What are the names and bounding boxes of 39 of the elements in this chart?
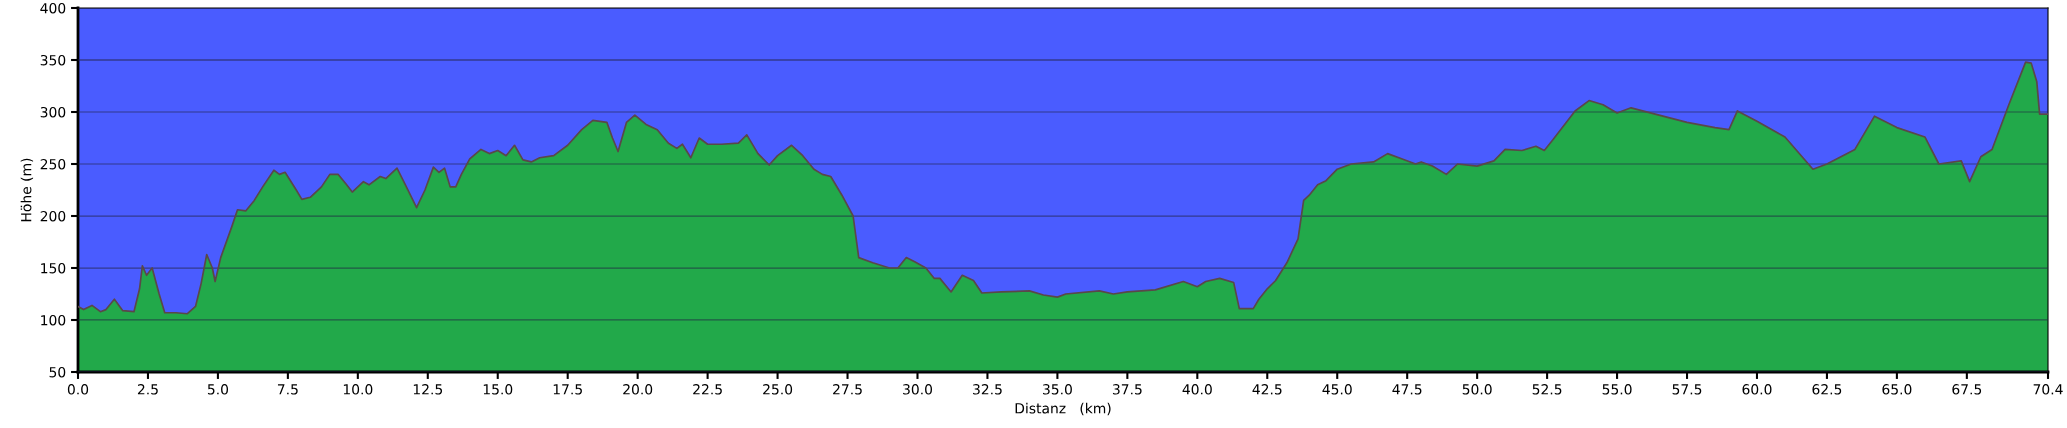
x-tick-label: 27.5 (833, 384, 862, 395)
x-tick-label: 37.5 (1112, 384, 1142, 395)
x-tick-label: 67.5 (1952, 384, 1982, 395)
x-axis-title: Distanz (km) (1015, 402, 1111, 416)
y-tick-label: 200 (40, 210, 66, 222)
x-tick-label: 32.5 (973, 384, 1002, 395)
x-tick-label: 47.5 (1392, 384, 1422, 395)
x-tick-label: 60.0 (1742, 384, 1772, 395)
y-tick-label: 100 (41, 314, 66, 326)
x-tick-label: 65.0 (1882, 384, 1912, 395)
x-tick-label: 15.0 (483, 384, 513, 395)
x-tick-label: 70.4 (2033, 384, 2063, 395)
y-tick-label: 350 (40, 54, 66, 66)
y-tick-label: 250 (40, 158, 66, 170)
x-tick-label: 17.5 (553, 384, 582, 395)
y-tick-label: 300 (40, 106, 66, 118)
x-tick-label: 22.5 (693, 384, 722, 395)
x-tick-label: 55.0 (1602, 384, 1632, 395)
x-tick-label: 50.0 (1462, 384, 1492, 395)
x-tick-label: 42.5 (1252, 384, 1282, 395)
x-tick-label: 5.0 (207, 384, 229, 395)
x-tick-label: 10.0 (343, 384, 373, 395)
y-tick-label: 50 (49, 366, 66, 378)
x-tick-label: 30.0 (903, 384, 933, 395)
x-tick-label: 2.5 (137, 384, 158, 395)
x-tick-label: 45.0 (1322, 384, 1352, 395)
x-tick-label: 0.0 (67, 384, 89, 395)
y-tick-label: 150 (41, 262, 66, 274)
x-tick-label: 25.0 (763, 384, 793, 395)
y-tick-label: 400 (40, 2, 66, 14)
y-axis-title: Höhe (m) (20, 158, 34, 222)
x-tick-label: 62.5 (1812, 384, 1842, 395)
x-tick-label: 52.5 (1532, 384, 1562, 395)
x-tick-label: 20.0 (623, 384, 653, 395)
x-tick-label: 7.5 (277, 384, 298, 395)
x-tick-label: 12.5 (413, 384, 443, 395)
x-tick-label: 40.0 (1182, 384, 1212, 395)
x-tick-label: 35.0 (1043, 384, 1072, 395)
x-tick-label: 57.5 (1672, 384, 1702, 395)
